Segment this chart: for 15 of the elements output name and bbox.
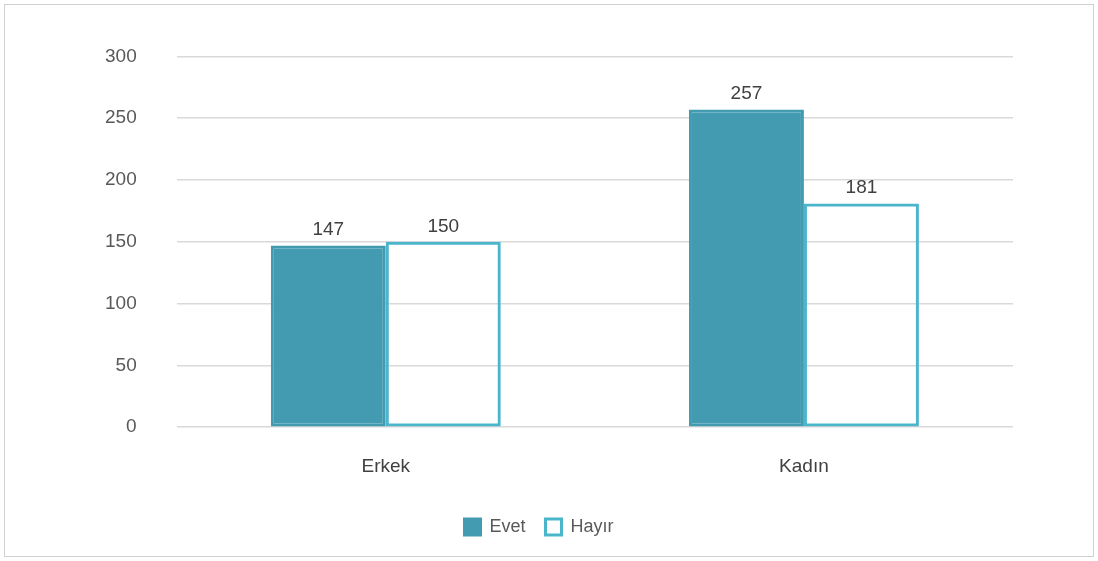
y-tick-label: 0 [126, 415, 137, 437]
data-label: 147 [312, 218, 345, 240]
x-tick-label: Kadın [779, 454, 829, 476]
data-label: 150 [427, 214, 460, 236]
data-label: 257 [730, 82, 763, 104]
x-tick-label: Erkek [361, 454, 411, 476]
y-tick-label: 300 [105, 44, 137, 66]
y-tick-label: 100 [105, 291, 137, 313]
y-tick-label: 250 [105, 106, 137, 128]
y-tick-label: 150 [105, 230, 137, 252]
legend-label: Evet [489, 515, 526, 536]
legend-label: Hayır [570, 515, 614, 536]
y-tick-label: 200 [105, 168, 137, 190]
y-tick-label: 50 [115, 353, 137, 375]
data-label: 181 [845, 176, 878, 198]
